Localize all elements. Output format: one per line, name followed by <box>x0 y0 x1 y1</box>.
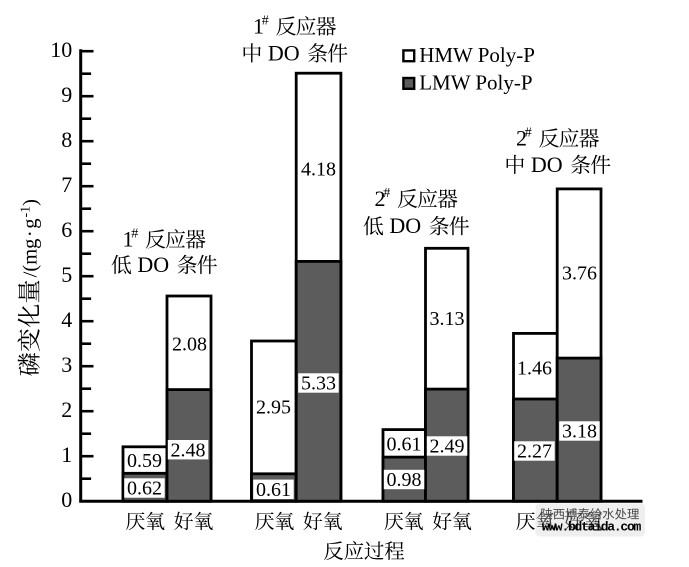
svg-text:4.18: 4.18 <box>301 159 336 181</box>
svg-text:3.76: 3.76 <box>562 263 597 285</box>
svg-text:0.62: 0.62 <box>127 478 162 500</box>
svg-text:1.46: 1.46 <box>517 358 552 380</box>
svg-text:1: 1 <box>61 442 72 467</box>
svg-text:0.61: 0.61 <box>256 479 291 501</box>
svg-text:2: 2 <box>375 186 386 211</box>
svg-text:#: # <box>383 186 390 201</box>
svg-text:2.08: 2.08 <box>172 334 207 356</box>
svg-text:g: g <box>19 219 41 229</box>
svg-text:): ) <box>19 199 41 206</box>
svg-text:2.49: 2.49 <box>430 436 465 458</box>
svg-text:0: 0 <box>61 487 72 512</box>
svg-text:#: # <box>131 226 138 241</box>
svg-text:DO: DO <box>531 152 563 177</box>
svg-text:DO: DO <box>137 252 169 277</box>
svg-text:7: 7 <box>61 172 72 197</box>
svg-text:6: 6 <box>61 217 72 242</box>
svg-text:4: 4 <box>61 307 72 332</box>
svg-text:1: 1 <box>123 226 134 251</box>
svg-text:www.bdtaida.com: www.bdtaida.com <box>542 520 642 535</box>
svg-text:3.18: 3.18 <box>562 421 597 443</box>
svg-text:0.59: 0.59 <box>127 450 162 472</box>
svg-text:DO: DO <box>268 40 300 65</box>
svg-text:0.98: 0.98 <box>387 469 422 491</box>
svg-text:#: # <box>525 125 532 140</box>
svg-text:10: 10 <box>50 37 72 62</box>
svg-text:5: 5 <box>61 262 72 287</box>
svg-text:0.61: 0.61 <box>387 434 422 456</box>
svg-text:/(mg: /(mg <box>19 239 41 278</box>
svg-text:5.33: 5.33 <box>301 373 336 395</box>
svg-text:1: 1 <box>253 13 264 38</box>
svg-text:2.27: 2.27 <box>517 441 552 463</box>
svg-text:#: # <box>262 13 269 28</box>
svg-text:2: 2 <box>516 125 527 150</box>
svg-text:8: 8 <box>61 127 72 152</box>
svg-text:2.48: 2.48 <box>171 439 206 461</box>
svg-text:2: 2 <box>61 397 72 422</box>
svg-text:·: · <box>19 230 41 237</box>
svg-text:3: 3 <box>61 352 72 377</box>
svg-text:-1: -1 <box>18 206 33 218</box>
svg-text:LMW Poly-P: LMW Poly-P <box>419 71 532 95</box>
svg-text:2.95: 2.95 <box>256 397 291 419</box>
svg-text:9: 9 <box>61 82 72 107</box>
svg-text:3.13: 3.13 <box>430 308 465 330</box>
svg-text:HMW Poly-P: HMW Poly-P <box>419 43 535 67</box>
svg-text:DO: DO <box>389 213 421 238</box>
